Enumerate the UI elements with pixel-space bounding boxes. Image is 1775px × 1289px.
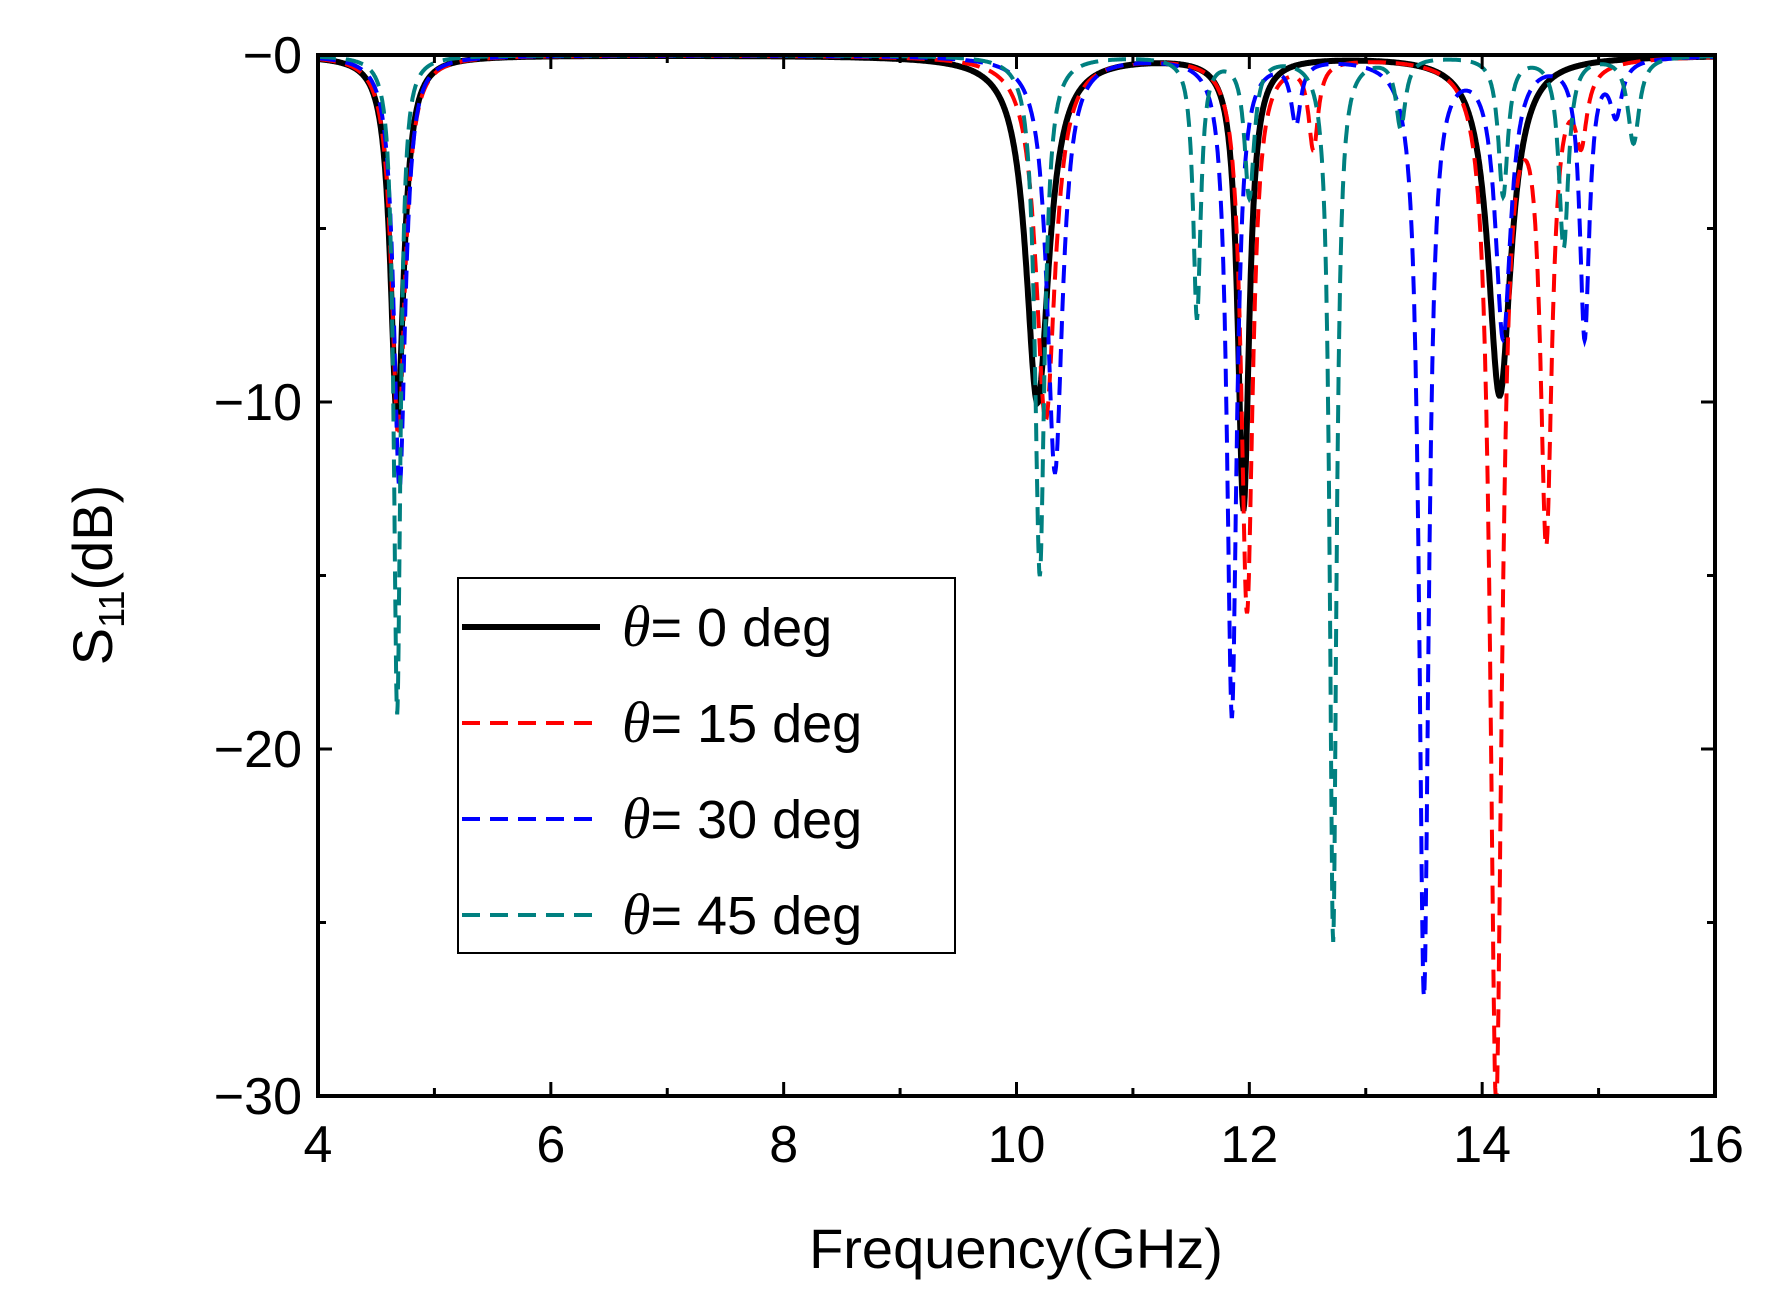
legend-label-1: θ= 15 deg [622, 690, 862, 755]
legend-label-text: = 15 deg [651, 694, 863, 754]
y-tick-label: −30 [214, 1068, 302, 1126]
legend-theta-symbol: θ [622, 690, 651, 755]
y-axis-title-unit: (dB) [61, 485, 124, 591]
x-tick-label: 12 [1220, 1116, 1278, 1174]
x-tick-label: 14 [1453, 1116, 1511, 1174]
y-axis-title-main: S [61, 628, 124, 665]
legend-theta-symbol: θ [622, 786, 651, 851]
legend-label-text: = 0 deg [651, 598, 833, 658]
x-tick-label: 8 [769, 1116, 798, 1174]
x-tick-label: 6 [536, 1116, 565, 1174]
y-axis-title-sub: 11 [91, 591, 132, 628]
y-axis-title: S11(dB) [61, 485, 132, 666]
legend-label-2: θ= 30 deg [622, 786, 862, 851]
legend-label-text: = 30 deg [651, 790, 863, 850]
y-tick-label: −10 [214, 374, 302, 432]
legend-theta-symbol: θ [622, 594, 651, 659]
y-axis: −0 −10 −20 −30 [214, 27, 1715, 1126]
legend-label-text: = 45 deg [651, 886, 863, 946]
legend-theta-symbol: θ [622, 882, 651, 947]
y-tick-label: −0 [243, 27, 302, 85]
x-axis: 4 6 8 10 12 14 16 [304, 55, 1744, 1174]
x-axis-title: Frequency(GHz) [809, 1217, 1223, 1280]
x-tick-label: 10 [988, 1116, 1046, 1174]
y-tick-label: −20 [214, 721, 302, 779]
x-tick-label: 4 [304, 1116, 333, 1174]
x-tick-label: 16 [1686, 1116, 1744, 1174]
legend-label-0: θ= 0 deg [622, 594, 832, 659]
legend-label-3: θ= 45 deg [622, 882, 862, 947]
legend-box [457, 577, 956, 954]
